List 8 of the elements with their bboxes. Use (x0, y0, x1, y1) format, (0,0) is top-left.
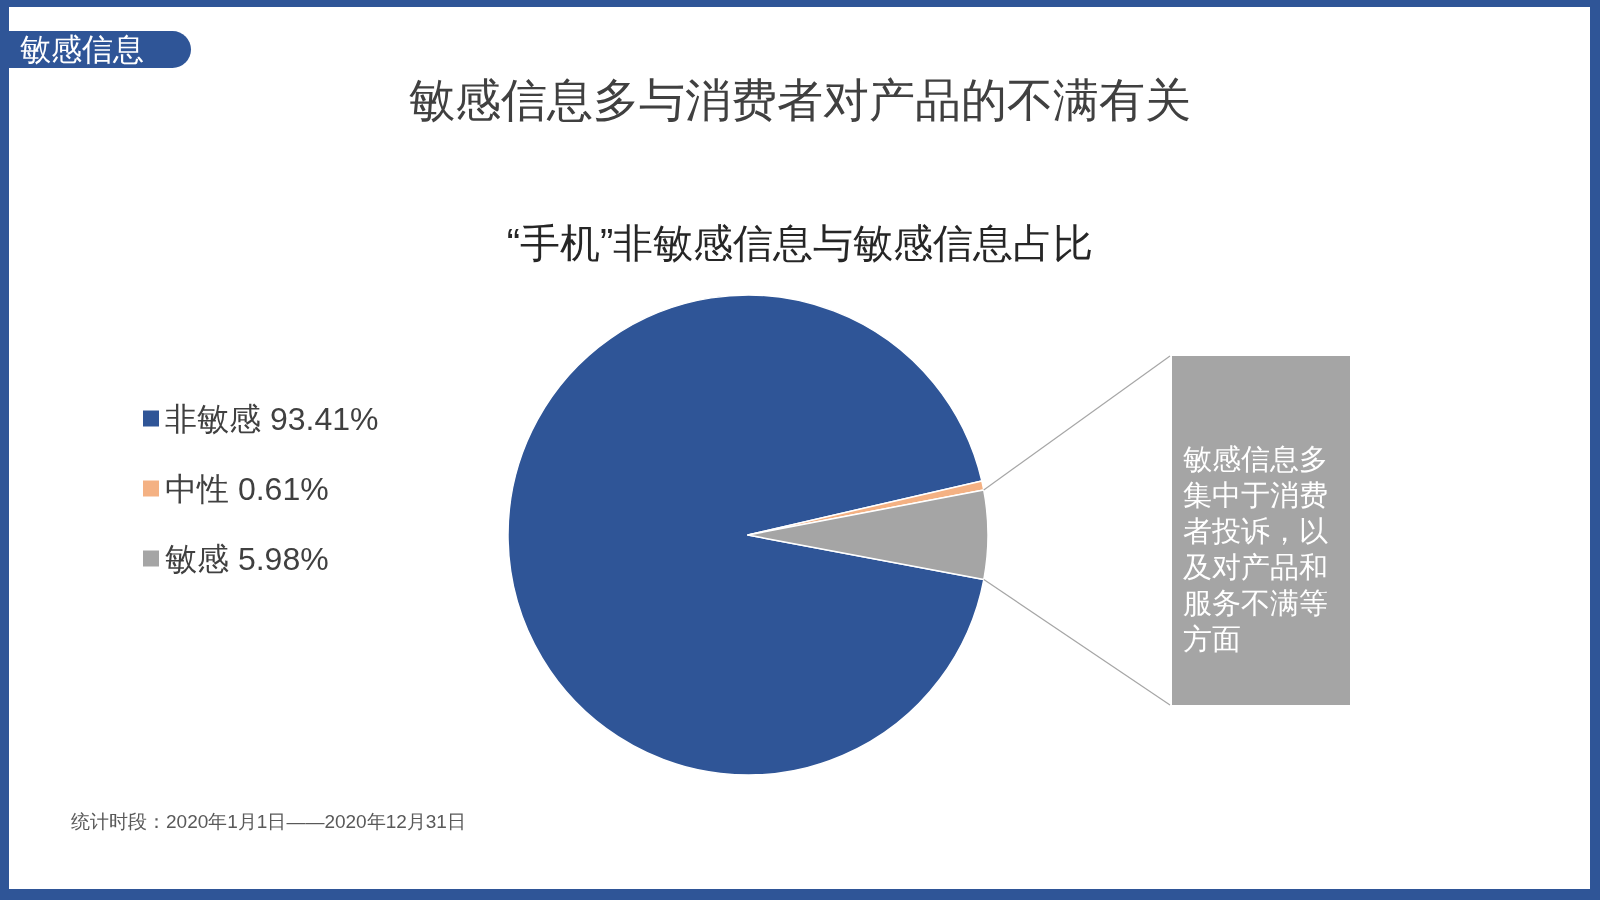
text: 敏感信息 (20, 31, 144, 68)
text: 敏感信息多集中于消费者投诉，以及对产品和服务不满等方面 (1183, 443, 1328, 655)
legend-label: 敏感 5.98% (165, 540, 329, 577)
legend-label: 非敏感 93.41% (165, 400, 379, 437)
chart-title: 敏感信息多与消费者对产品的不满有关 (409, 74, 1191, 126)
legend-label: 中性 0.61% (165, 470, 329, 507)
text: 统计时段：2020年1月1日——2020年12月31日 (71, 810, 466, 834)
chart-subtitle: “手机”非敏感信息与敏感信息占比 (506, 221, 1094, 265)
